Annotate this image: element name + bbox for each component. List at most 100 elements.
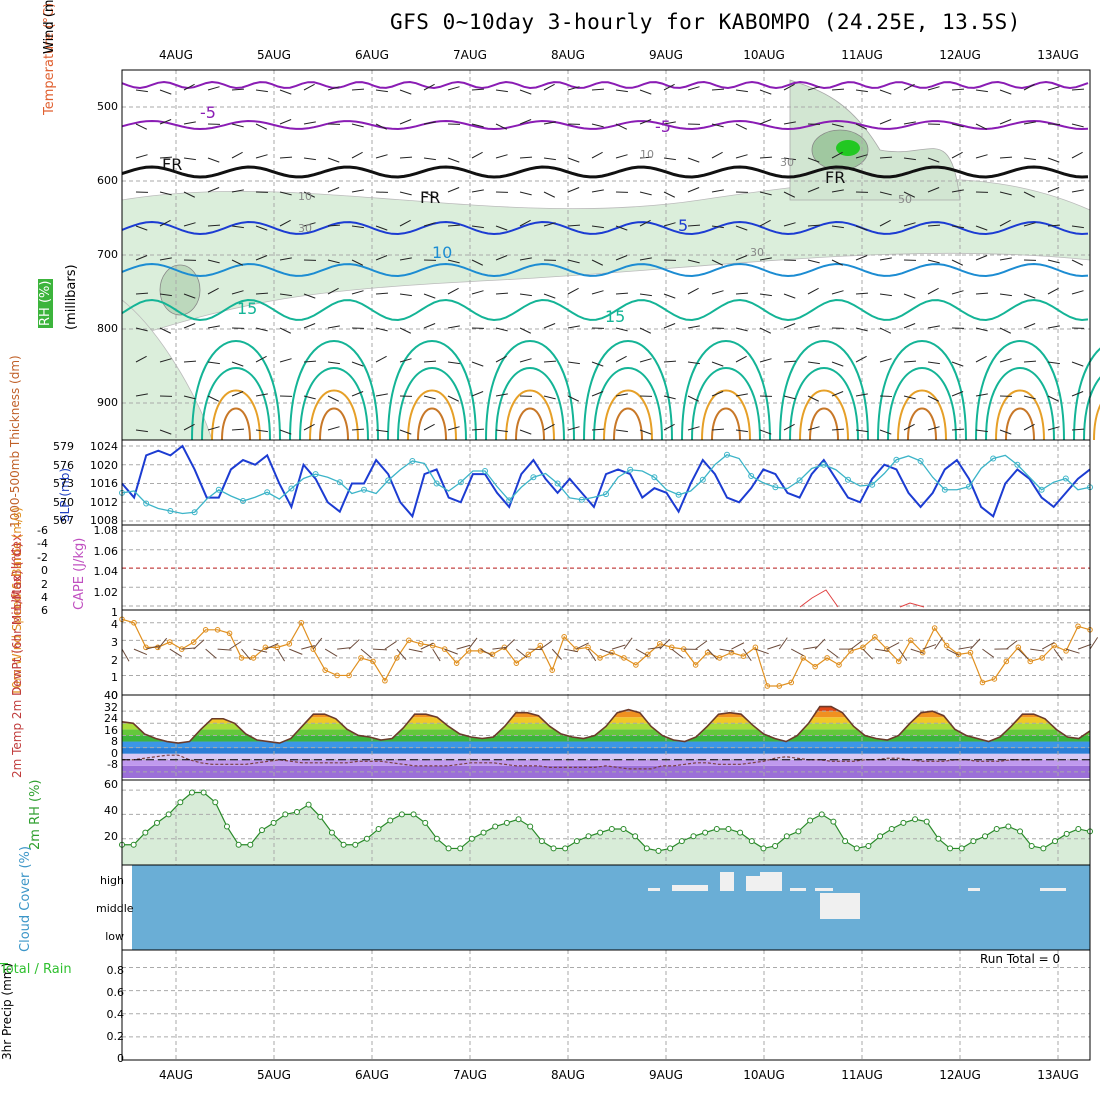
wind-barb — [879, 429, 892, 435]
wind-barb — [375, 393, 388, 397]
wind-barb-10m — [707, 648, 718, 660]
wind-barb-10m — [647, 646, 662, 650]
wind-barb — [975, 255, 988, 261]
lifted-tick: 2 — [41, 577, 48, 591]
rh-point — [258, 827, 265, 834]
cloud-block — [746, 876, 760, 891]
contour-diurnal-loop — [681, 340, 771, 441]
wind-barb — [279, 358, 292, 363]
wind-barb — [135, 327, 148, 332]
thickness-point — [796, 477, 803, 484]
rh-point — [235, 841, 242, 848]
wind-barb — [783, 360, 797, 363]
contour-diurnal-loop — [201, 367, 271, 441]
thickness-tick: 579 — [53, 440, 74, 453]
wind-barb-10m — [1065, 648, 1080, 654]
wind-barb — [567, 361, 580, 365]
wind-barb — [1047, 86, 1060, 91]
wind-barb — [399, 119, 412, 125]
rh-point — [888, 825, 895, 832]
wind-speed-point — [895, 658, 902, 665]
bottom-date-label: 5AUG — [257, 1068, 291, 1082]
wind-barb — [399, 156, 413, 159]
contour-diurnal-loop — [985, 367, 1055, 441]
wind-barb — [615, 355, 627, 363]
wind-barb — [255, 355, 267, 363]
wind-barb — [735, 292, 749, 295]
wind-barb — [567, 287, 579, 295]
rh-point — [188, 789, 195, 796]
rh-point — [515, 816, 522, 823]
contour-diurnal-loop — [417, 407, 447, 441]
wind-barb — [447, 395, 460, 402]
wind-barb — [375, 292, 389, 295]
wind-barb-10m — [862, 648, 874, 660]
wind-barb — [855, 292, 869, 295]
wind-barb — [999, 89, 1012, 95]
wind-barb — [687, 395, 700, 402]
wind-speed-point — [346, 672, 352, 679]
bottom-date-label: 9AUG — [649, 1068, 683, 1082]
wind-barb-10m — [850, 640, 863, 650]
wind-barb-10m — [599, 648, 614, 655]
wind-barb — [1023, 423, 1035, 431]
rh-point — [608, 825, 615, 832]
wind-barb — [831, 361, 844, 367]
wind-barb — [711, 428, 725, 431]
wind-barb — [1071, 361, 1084, 367]
wind-barb — [903, 191, 916, 198]
top-date-label: 7AUG — [453, 48, 487, 62]
contour-label: FR — [420, 188, 440, 207]
rh-point — [865, 842, 872, 849]
rh-point — [1005, 823, 1012, 830]
wind-barb — [183, 157, 196, 161]
wind-barb — [879, 358, 892, 363]
wind-barb — [447, 259, 460, 264]
rh-point — [328, 829, 335, 836]
wind-tick: 2 — [111, 653, 118, 667]
slp-tick: 1012 — [90, 495, 118, 509]
wind-barb — [831, 259, 844, 266]
wind-barb-10m — [719, 648, 734, 653]
cloud-block — [720, 872, 734, 891]
wind-barb — [639, 219, 651, 227]
contour-label: 30 — [780, 156, 794, 169]
wind-speed-point — [836, 662, 842, 668]
wind-barb — [447, 361, 460, 365]
wind-barb — [495, 429, 508, 433]
wind-barb — [207, 259, 220, 264]
wind-barb — [855, 355, 867, 363]
wind-barb — [351, 259, 364, 266]
wind-barb — [159, 358, 172, 363]
temp-band — [122, 706, 1090, 712]
contour-diurnal-loop — [877, 340, 967, 441]
wind-barb — [375, 255, 388, 261]
thickness-point — [845, 476, 851, 483]
wind-speed-point — [131, 619, 137, 626]
rh-point — [690, 833, 697, 840]
wind-barb — [615, 327, 628, 332]
wind-barb — [807, 325, 820, 329]
contour-label: 5 — [678, 216, 688, 235]
wind-barb — [831, 290, 844, 295]
wind-barb — [447, 426, 460, 431]
rh-point — [667, 845, 674, 852]
wind-speed-point — [214, 627, 221, 633]
rh-point — [433, 835, 440, 842]
thickness-tick: 576 — [53, 458, 74, 472]
wind-speed-point — [406, 637, 412, 644]
wind-barb — [759, 429, 772, 435]
pressure-tick: 600 — [97, 174, 118, 187]
precip-tick: 0.6 — [106, 986, 125, 999]
contour-label: FR — [825, 168, 845, 187]
wind-barb — [663, 323, 676, 329]
wind-speed-point — [812, 663, 818, 670]
wind-barb-10m — [253, 648, 268, 653]
thickness-point — [699, 476, 706, 483]
contour-diurnal-loop — [1083, 376, 1100, 441]
rh-point — [562, 845, 569, 852]
wind-barb — [1071, 391, 1084, 397]
wind-speed-point — [143, 644, 149, 651]
wind-barb — [1023, 191, 1036, 198]
wind-barb-10m — [551, 648, 562, 660]
